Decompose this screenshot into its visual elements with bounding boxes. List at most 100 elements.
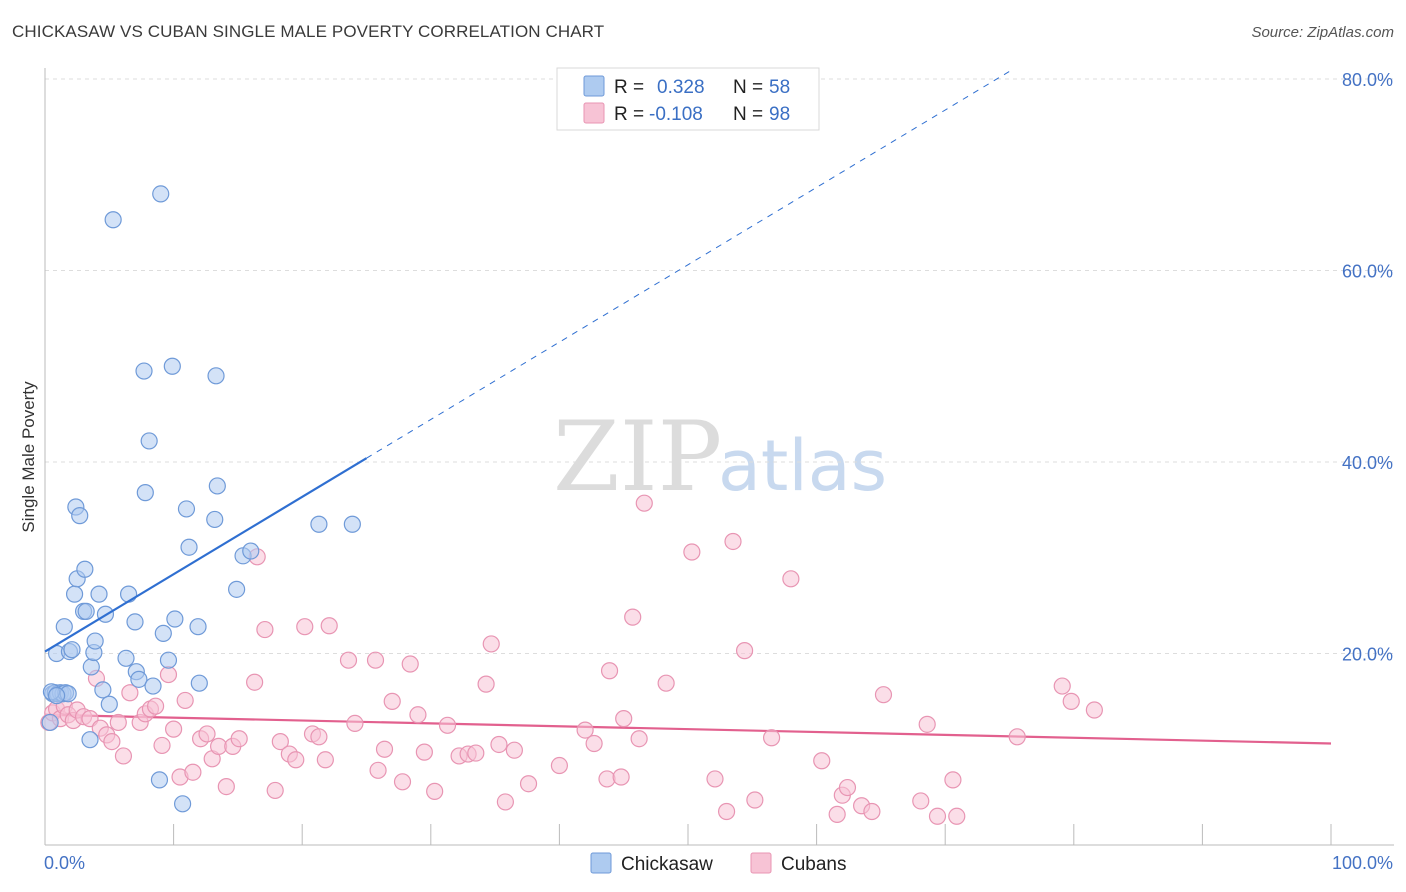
- chickasaw-point: [174, 795, 192, 813]
- cubans-point: [316, 751, 334, 769]
- chickasaw-point: [81, 731, 99, 749]
- watermark: ZIP atlas: [553, 401, 887, 513]
- chickasaw-point: [140, 432, 158, 450]
- chickasaw-point: [77, 602, 95, 620]
- cubans-point: [415, 743, 433, 761]
- chickasaw-point: [76, 560, 94, 578]
- cubans-point: [576, 721, 594, 739]
- cubans-point: [477, 675, 495, 693]
- bottom-legend-chickasaw-label: Chickasaw: [621, 854, 713, 875]
- cubans-point: [114, 747, 133, 765]
- cubans-point: [863, 802, 881, 821]
- bottom-legend: Chickasaw Cubans: [590, 852, 847, 875]
- chickasaw-point: [166, 610, 184, 628]
- chickasaw-point: [159, 651, 178, 669]
- cubans-point: [426, 782, 444, 800]
- legend-cubans-n-value: 98: [769, 104, 790, 125]
- cubans-point: [782, 570, 800, 588]
- chickasaw-point: [154, 624, 172, 642]
- chickasaw-point: [119, 585, 138, 603]
- cubans-points: [40, 494, 1103, 825]
- x-tick-labels: 0.0% 100.0%: [44, 853, 1393, 873]
- cubans-point: [600, 662, 619, 680]
- chickasaw-point: [190, 674, 208, 692]
- chickasaw-point: [206, 510, 224, 529]
- cubans-point: [366, 651, 385, 669]
- cubans-point: [624, 608, 642, 626]
- cubans-point: [717, 802, 736, 821]
- cubans-point: [724, 532, 742, 551]
- chickasaw-point: [310, 515, 328, 533]
- cubans-point: [438, 716, 457, 734]
- y-tick-label: 20.0%: [1342, 645, 1393, 665]
- chickasaw-trend-extension: [366, 70, 1010, 459]
- cubans-point: [401, 655, 419, 673]
- cubans-point: [519, 775, 538, 793]
- cubans-point: [184, 763, 202, 781]
- cubans-point: [246, 673, 264, 691]
- cubans-point: [109, 713, 127, 732]
- cubans-point: [310, 728, 328, 746]
- legend-chickasaw-r-label: R =: [614, 77, 644, 98]
- chickasaw-point: [343, 515, 361, 533]
- chickasaw-point: [150, 771, 169, 789]
- cubans-point: [598, 770, 616, 788]
- chickasaw-point: [207, 367, 225, 385]
- legend-chickasaw-r-value: 0.328: [657, 77, 705, 98]
- cubans-point: [339, 651, 358, 669]
- cubans-point: [320, 617, 338, 635]
- cubans-point: [496, 793, 514, 811]
- watermark-zip: ZIP: [553, 401, 722, 513]
- cubans-point: [838, 778, 857, 797]
- legend: R = 0.328 N = 58 R = -0.108 N = 98: [556, 67, 820, 131]
- chickasaw-point: [189, 618, 207, 636]
- cubans-point: [103, 732, 121, 751]
- chickasaw-point: [163, 357, 181, 375]
- chickasaw-point: [65, 585, 84, 603]
- cubans-point: [944, 771, 962, 789]
- cubans-point: [505, 741, 523, 759]
- axes: [44, 68, 1394, 846]
- cubans-point: [266, 781, 284, 800]
- chickasaw-point: [135, 362, 153, 380]
- chickasaw-trend-line: [44, 457, 368, 653]
- y-tick-label: 40.0%: [1342, 453, 1393, 473]
- chickasaw-point: [242, 542, 260, 560]
- cubans-point: [287, 751, 305, 769]
- cubans-point: [948, 807, 966, 825]
- chickasaw-point: [47, 687, 66, 705]
- y-axis-label: Single Male Poverty: [19, 381, 38, 533]
- y-tick-labels: 20.0% 40.0% 60.0% 80.0%: [1342, 70, 1393, 665]
- cubans-point: [813, 752, 831, 770]
- cubans-point: [482, 635, 500, 653]
- legend-chickasaw-n-label: N =: [733, 77, 763, 98]
- cubans-point: [217, 777, 235, 796]
- bottom-legend-chickasaw-swatch: [590, 852, 612, 874]
- cubans-point: [1062, 692, 1080, 710]
- chickasaw-point: [144, 677, 162, 695]
- x-tick-label: 0.0%: [44, 853, 85, 873]
- legend-chickasaw-n-value: 58: [769, 77, 790, 98]
- chickasaw-point: [126, 613, 144, 631]
- cubans-point: [612, 768, 630, 786]
- cubans-point: [1085, 701, 1103, 719]
- cubans-point: [409, 706, 427, 724]
- cubans-point: [176, 691, 194, 710]
- cubans-point: [230, 730, 248, 748]
- chickasaw-point: [63, 641, 81, 659]
- cubans-point: [296, 618, 314, 636]
- cubans-point: [159, 665, 178, 684]
- cubans-point: [369, 761, 387, 779]
- cubans-point: [762, 729, 781, 747]
- cubans-point: [383, 692, 401, 710]
- cubans-trend-line: [44, 713, 1332, 745]
- cubans-point: [550, 756, 569, 775]
- cubans-point: [165, 720, 183, 738]
- x-tick-label: 100.0%: [1332, 853, 1393, 873]
- chickasaw-points: [41, 70, 1010, 813]
- cubans-point: [146, 697, 165, 715]
- cubans-point: [490, 735, 508, 754]
- cubans-point: [585, 734, 603, 753]
- cubans-point: [630, 730, 648, 748]
